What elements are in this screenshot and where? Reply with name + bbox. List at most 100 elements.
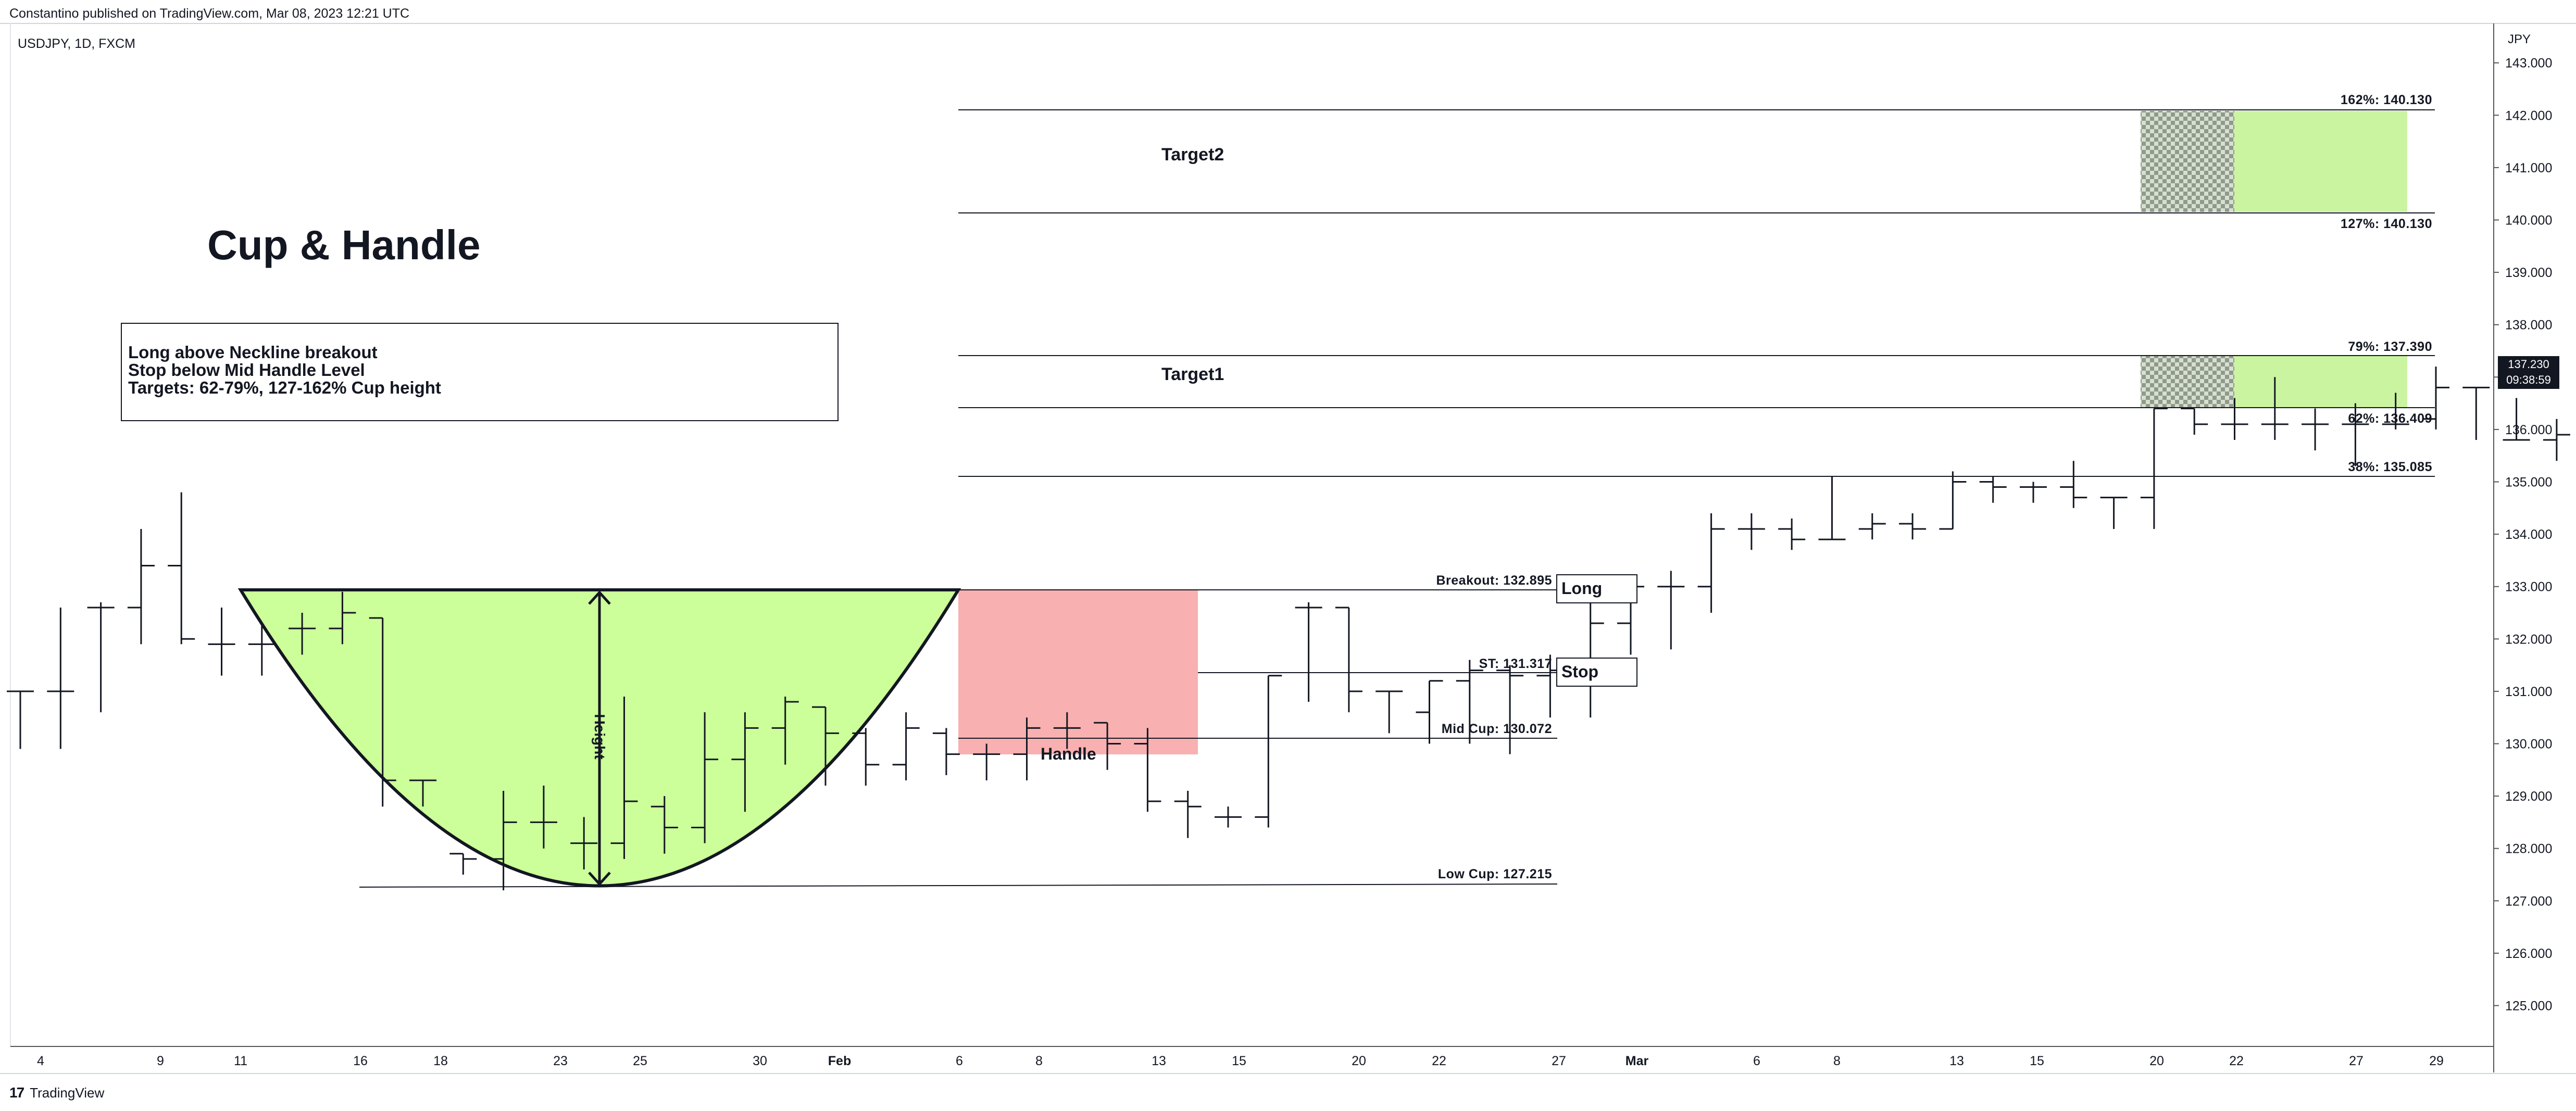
ohlc-bar: [1053, 712, 1081, 749]
ohlc-bar: [289, 613, 316, 655]
time-axis-ticks: 4 9 11 16 18 23 25 30 Feb 6 8 13 15 20 22 27 Mar 6 8 13 15 20…: [37, 1054, 2444, 1068]
ohlc-bar: [1577, 591, 1604, 718]
time-tick-label: 9: [157, 1054, 164, 1068]
long-tag: Long: [1556, 574, 1637, 603]
time-tick-label: 23: [553, 1054, 568, 1068]
level-label-38: 38%: 135.085: [2348, 460, 2432, 474]
level-label-127: 127%: 140.130: [2340, 217, 2432, 231]
level-label-162: 162%: 140.130: [2340, 93, 2432, 107]
target2-label: Target2: [1161, 145, 1224, 165]
ohlc-bar: [2221, 398, 2248, 440]
price-tick-label: 129.000: [2505, 789, 2552, 804]
stop-tag: Stop: [1556, 658, 1637, 687]
ohlc-bar: [329, 591, 356, 645]
ohlc-bar: [1818, 476, 1846, 540]
last-price-tag: 137.230 09:38:59: [2498, 356, 2559, 389]
height-arrow-bottom-head: [588, 872, 611, 886]
time-tick-label: 29: [2429, 1054, 2444, 1068]
ohlc-bar: [2302, 408, 2329, 451]
price-tick-label: 140.000: [2505, 213, 2552, 228]
time-tick-label: 20: [2149, 1054, 2164, 1068]
ohlc-bar: [1657, 571, 1685, 650]
price-tick-label: 138.000: [2505, 318, 2552, 333]
ohlc-bar: [973, 743, 1001, 780]
time-tick-label: 27: [1552, 1054, 1566, 1068]
ohlc-bar: [771, 696, 799, 765]
ohlc-bar: [127, 529, 155, 645]
time-tick-label: 6: [956, 1054, 963, 1068]
ohlc-bar: [1939, 471, 1967, 530]
ohlc-bar: [852, 728, 880, 786]
ohlc-bars: [7, 367, 2570, 891]
ohlc-bar: [1174, 791, 1202, 838]
ohlc-bar: [2462, 386, 2490, 440]
ohlc-bar: [932, 728, 960, 775]
time-tick-label: 15: [2030, 1054, 2044, 1068]
ohlc-bar: [2261, 377, 2289, 440]
time-tick-label: 20: [1352, 1054, 1366, 1068]
ohlc-bar: [490, 791, 517, 891]
price-tick-label: 125.000: [2505, 999, 2552, 1014]
ohlc-bar: [1013, 717, 1041, 780]
ohlc-bar: [87, 602, 115, 713]
time-tick-label: Mar: [1625, 1054, 1649, 1068]
time-tick-label: 6: [1753, 1054, 1760, 1068]
price-tick-label: 142.000: [2505, 108, 2552, 123]
ohlc-bar: [1094, 722, 1121, 770]
ohlc-bar: [2382, 393, 2409, 430]
time-tick-label: 16: [353, 1054, 368, 1068]
handle-zone: [958, 590, 1198, 754]
time-tick-label: 15: [1232, 1054, 1246, 1068]
stop-level-label: ST: 131.317: [1479, 656, 1552, 671]
ohlc-bar: [1899, 513, 1927, 540]
tradingview-logo[interactable]: 17 TradingView: [9, 1084, 104, 1101]
ohlc-bar: [208, 607, 235, 676]
price-tick-label: 128.000: [2505, 842, 2552, 856]
price-tick-label: 126.000: [2505, 946, 2552, 961]
ohlc-bar: [691, 712, 719, 843]
breakout-label: Breakout: 132.895: [1436, 573, 1552, 588]
ohlc-bar: [1858, 513, 1886, 540]
time-tick-label: 8: [1035, 1054, 1043, 1068]
ohlc-bar: [2342, 403, 2369, 466]
ohlc-bar: [1255, 675, 1282, 828]
price-tick-label: 141.000: [2505, 161, 2552, 175]
ohlc-bar: [409, 779, 436, 807]
publisher-line: Constantino published on TradingView.com…: [9, 6, 410, 21]
ohlc-bar: [2181, 408, 2208, 435]
ohlc-bar: [1496, 665, 1524, 754]
price-tick-label: 135.000: [2505, 475, 2552, 490]
price-tick-label: 143.000: [2505, 56, 2552, 71]
ohlc-bar: [2060, 461, 2087, 508]
low-cup-label: Low Cup: 127.215: [1437, 867, 1552, 881]
price-tick-label: 136.000: [2505, 423, 2552, 437]
price-tick-label: 134.000: [2505, 527, 2552, 542]
ohlc-bar: [2503, 398, 2530, 441]
price-tick-label: 131.000: [2505, 685, 2552, 699]
time-tick-label: 8: [1833, 1054, 1841, 1068]
ohlc-bar: [1375, 690, 1403, 734]
handle-label: Handle: [1041, 744, 1096, 763]
ohlc-bar: [651, 796, 678, 854]
ohlc-bar: [47, 607, 74, 749]
time-tick-label: Feb: [828, 1054, 851, 1068]
ohlc-bar: [1134, 728, 1161, 812]
bar-countdown: 09:38:59: [2506, 373, 2551, 386]
symbol-legend[interactable]: USDJPY, 1D, FXCM: [18, 36, 135, 51]
ohlc-bar: [1697, 513, 1725, 613]
last-price: 137.230: [2508, 358, 2549, 371]
time-tick-label: 13: [1949, 1054, 1964, 1068]
ohlc-bar: [892, 712, 920, 780]
time-tick-label: 4: [37, 1054, 44, 1068]
ohlc-bar: [1295, 602, 1322, 702]
axis-unit-label: JPY: [2508, 32, 2531, 46]
time-tick-label: 25: [633, 1054, 647, 1068]
time-tick-label: 22: [2229, 1054, 2244, 1068]
time-tick-label: 11: [234, 1054, 247, 1068]
ohlc-bar: [1737, 513, 1765, 550]
time-tick-label: 30: [753, 1054, 767, 1068]
level-label-62: 62%: 136.409: [2348, 411, 2432, 426]
height-label: Height: [592, 714, 608, 760]
pattern-title: Cup & Handle: [207, 222, 481, 268]
